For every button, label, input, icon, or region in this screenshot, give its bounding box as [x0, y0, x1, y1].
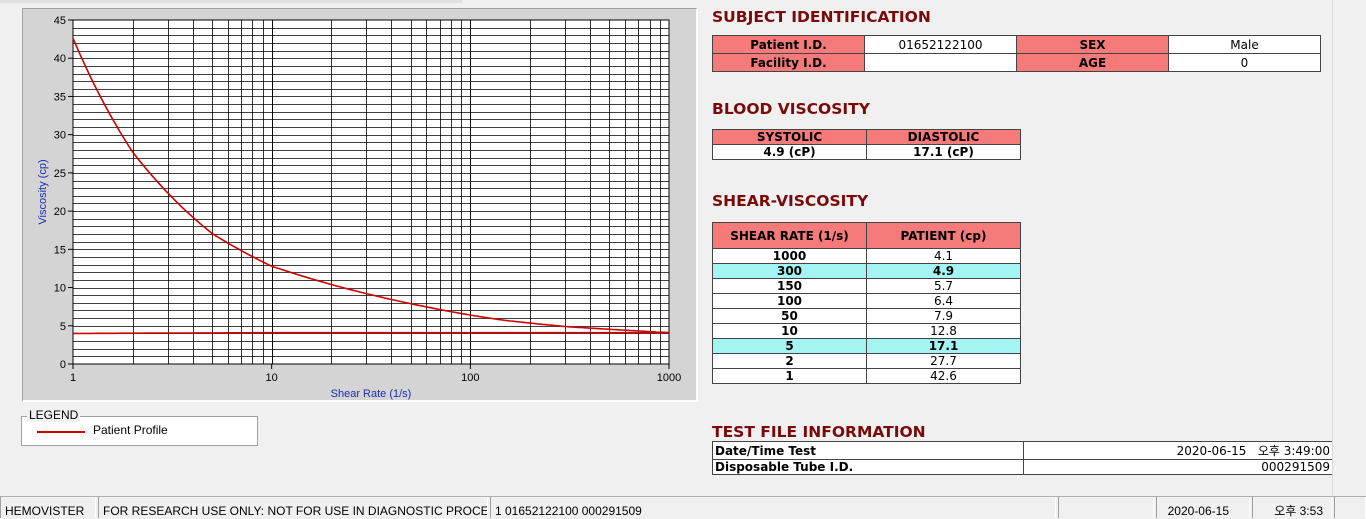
test-file-heading: TEST FILE INFORMATION: [712, 423, 926, 441]
x-tick-label: 100: [461, 372, 479, 384]
patient-cp-cell: 42.6: [866, 368, 1021, 384]
y-tick-label: 35: [54, 91, 66, 103]
shear-rate-cell: 300: [712, 263, 867, 279]
tube-id-value: 000291509: [1023, 459, 1334, 475]
status-date: 2020-06-15: [1156, 497, 1250, 518]
status-time: 오후 3:53: [1252, 497, 1332, 518]
y-tick-label: 5: [60, 321, 66, 333]
date-time-label: Date/Time Test: [712, 441, 1024, 460]
x-axis-label: Shear Rate (1/s): [331, 388, 412, 400]
y-tick-label: 20: [54, 206, 66, 218]
facility-id-value: [864, 53, 1017, 72]
systolic-value: 4.9 (cP): [712, 144, 867, 160]
series-line-baseline: [73, 331, 669, 335]
age-value: 0: [1168, 53, 1321, 72]
shear-rate-cell: 1000: [712, 248, 867, 264]
shear-rate-cell: 150: [712, 278, 867, 294]
legend-label-patient-profile: Patient Profile: [93, 423, 168, 437]
shear-rate-cell: 10: [712, 323, 867, 339]
y-tick-label: 15: [54, 244, 66, 256]
top-bar: [0, 0, 462, 3]
shear-rate-cell: 1: [712, 368, 867, 384]
subject-heading: SUBJECT IDENTIFICATION: [712, 8, 931, 26]
x-tick-label: 1: [70, 372, 76, 384]
tube-id-label: Disposable Tube I.D.: [712, 459, 1024, 475]
shear-rate-cell: 5: [712, 338, 867, 354]
shear-rate-cell: 2: [712, 353, 867, 369]
shear-rate-cell: 100: [712, 293, 867, 309]
systolic-label: SYSTOLIC: [712, 129, 867, 145]
x-tick-label: 10: [266, 372, 278, 384]
patient-cp-cell: 17.1: [866, 338, 1021, 354]
y-tick-label: 30: [54, 130, 66, 142]
y-tick-label: 40: [54, 53, 66, 65]
patient-cp-cell: 4.9: [866, 263, 1021, 279]
shear-viscosity-table: SHEAR RATE (1/s) PATIENT (cp) 1000 4.1 30…: [712, 222, 1021, 384]
diastolic-label: DIASTOLIC: [866, 129, 1021, 145]
sex-value: Male: [1168, 35, 1321, 54]
x-tick-label: 1000: [657, 372, 681, 384]
blood-viscosity-heading: BLOOD VISCOSITY: [712, 100, 870, 118]
right-edge-strip: [1332, 0, 1366, 496]
status-record: 1 01652122100 000291509: [490, 497, 1056, 518]
patient-cp-header: PATIENT (cp): [866, 222, 1021, 249]
y-tick-label: 10: [54, 283, 66, 295]
patient-cp-cell: 6.4: [866, 293, 1021, 309]
test-file-table: Date/Time Test 2020-06-15 오후 3:49:00 Dis…: [712, 441, 1334, 475]
shear-viscosity-heading: SHEAR-VISCOSITY: [712, 192, 869, 210]
patient-cp-cell: 5.7: [866, 278, 1021, 294]
patient-cp-cell: 4.1: [866, 248, 1021, 264]
age-label: AGE: [1016, 53, 1169, 72]
shear-rate-header: SHEAR RATE (1/s): [712, 222, 867, 249]
diastolic-value: 17.1 (cP): [866, 144, 1021, 160]
series-line-patient-profile: [72, 37, 670, 334]
viscosity-chart: 0 5 10 15 20 25 30 35 40 45 1 10 100 1000 Shear Rate (…: [37, 15, 681, 400]
patient-cp-cell: 7.9: [866, 308, 1021, 324]
legend-swatch-patient-profile: [37, 431, 85, 433]
y-axis-label: Viscosity (cp): [37, 159, 49, 224]
blood-viscosity-table: SYSTOLIC DIASTOLIC 4.9 (cP) 17.1 (cP): [712, 129, 1021, 160]
date-time-value: 2020-06-15 오후 3:49:00: [1023, 441, 1334, 460]
y-tick-label: 25: [54, 168, 66, 180]
patient-cp-cell: 12.8: [866, 323, 1021, 339]
y-tick-label: 45: [54, 15, 66, 27]
status-empty-pane: [1058, 497, 1154, 518]
subject-table: Patient I.D. 01652122100 SEX Male Facili…: [712, 35, 1321, 72]
patient-cp-cell: 27.7: [866, 353, 1021, 369]
patient-id-label: Patient I.D.: [712, 35, 865, 54]
status-bar: [0, 496, 1366, 519]
legend-title: LEGEND: [27, 408, 81, 422]
patient-id-value: 01652122100: [864, 35, 1017, 54]
sex-label: SEX: [1016, 35, 1169, 54]
facility-id-label: Facility I.D.: [712, 53, 865, 72]
status-resize-grip: [1334, 497, 1366, 518]
plot-area: [72, 19, 670, 365]
viscosity-chart-panel: 0 5 10 15 20 25 30 35 40 45 1 10 100 1000 Shear Rate (…: [22, 8, 698, 402]
status-app-name: HEMOVISTER: [0, 497, 96, 518]
status-notice: FOR RESEARCH USE ONLY: NOT FOR USE IN DI…: [98, 497, 488, 518]
y-tick-label: 0: [60, 359, 66, 371]
shear-rate-cell: 50: [712, 308, 867, 324]
